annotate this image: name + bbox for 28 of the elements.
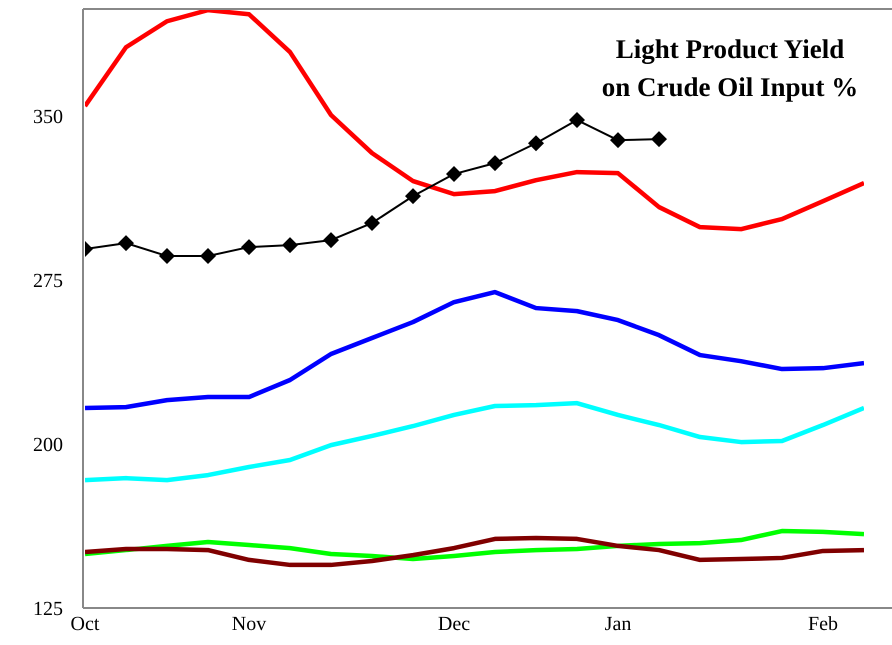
text: Light Product Yield on Crude Oil Input %: [600, 33, 860, 104]
x-tick-label: Feb: [808, 613, 838, 636]
point: [528, 135, 544, 152]
y-tick-label: 350: [33, 106, 63, 128]
point: [159, 248, 175, 264]
y-tick-label: 200: [33, 434, 63, 456]
y-tick-label: 125: [33, 598, 63, 620]
x-tick-label: Dec: [438, 613, 470, 636]
point: [282, 237, 298, 254]
point: [323, 232, 339, 248]
line-series: [85, 400, 864, 482]
point: [200, 248, 216, 264]
point: [651, 131, 667, 148]
point: [569, 112, 585, 128]
point: [364, 215, 380, 232]
x-tick-label: Oct: [70, 613, 100, 636]
point: [487, 155, 503, 172]
point: [118, 235, 134, 252]
x-tick-label: Jan: [604, 613, 632, 636]
line-series: [85, 9, 864, 232]
point: [610, 132, 626, 148]
x-tick-label: Nov: [232, 613, 266, 636]
point: [446, 166, 462, 182]
line-series: [85, 536, 864, 568]
point: [241, 239, 257, 256]
line-series: [85, 290, 864, 410]
point: [405, 188, 421, 204]
y-tick-label: 275: [33, 270, 63, 292]
